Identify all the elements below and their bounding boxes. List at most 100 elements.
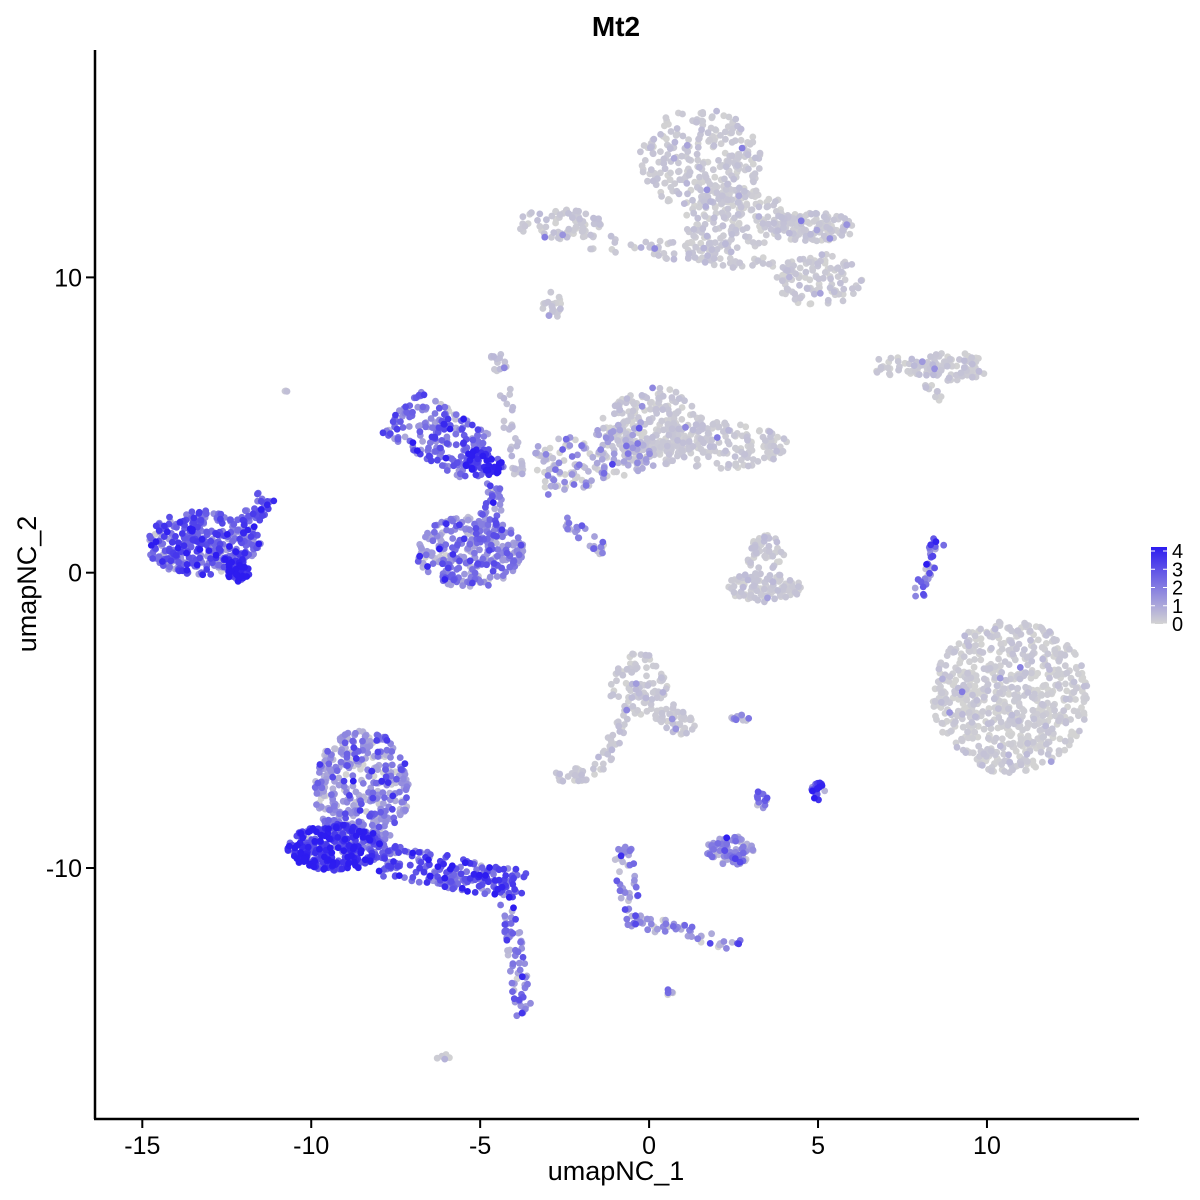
data-point-c18 <box>489 492 496 500</box>
data-point-c27 <box>1022 767 1029 774</box>
data-point-c20 <box>564 514 571 522</box>
data-point-c16 <box>448 455 456 463</box>
data-point-c6 <box>607 232 615 240</box>
data-point-c4 <box>784 259 792 267</box>
data-point-c36 <box>615 845 622 853</box>
data-point-c16 <box>452 430 460 438</box>
data-point-c27 <box>1039 712 1047 719</box>
data-point-c16 <box>443 440 451 447</box>
data-point-c21 <box>207 571 215 578</box>
data-point-c39 <box>337 758 345 766</box>
data-point-c13 <box>693 455 701 463</box>
data-point-c39 <box>326 806 333 814</box>
data-point-c19 <box>466 540 474 548</box>
data-point-c16 <box>427 415 435 422</box>
data-point-c12 <box>664 420 672 428</box>
data-point-c2 <box>760 239 768 247</box>
data-point-c19 <box>493 533 500 540</box>
data-point-c13 <box>717 464 725 472</box>
data-point-c1 <box>703 186 711 194</box>
data-point-c4 <box>827 275 834 283</box>
data-point-c5 <box>572 223 580 231</box>
data-point-c41 <box>381 855 388 862</box>
data-point-c13 <box>761 437 769 444</box>
data-point-c16 <box>422 423 429 431</box>
data-point-c27 <box>1000 685 1008 693</box>
data-point-c21 <box>167 557 175 565</box>
data-point-c36 <box>624 921 632 929</box>
data-point-c28 <box>607 680 615 688</box>
data-point-c21 <box>223 531 231 538</box>
data-point-c1 <box>680 200 688 208</box>
data-point-c40 <box>376 840 383 848</box>
data-point-c12 <box>599 414 607 422</box>
data-point-c7 <box>729 264 737 271</box>
data-point-c2 <box>755 239 763 247</box>
data-point-c27 <box>971 728 979 736</box>
data-point-c24 <box>760 585 768 593</box>
data-point-c27 <box>1078 662 1085 670</box>
data-point-c13 <box>678 446 686 454</box>
data-point-c8 <box>544 298 552 306</box>
data-point-c39 <box>341 739 349 747</box>
data-point-c5 <box>565 210 572 217</box>
data-point-c4 <box>824 296 832 304</box>
data-point-c21 <box>152 538 160 546</box>
data-point-c13 <box>766 428 774 435</box>
data-point-c26 <box>929 552 937 560</box>
data-point-c39 <box>403 794 410 802</box>
data-point-c41 <box>415 849 423 856</box>
data-point-c22 <box>240 521 248 529</box>
data-point-c13 <box>643 435 651 442</box>
data-point-c17 <box>474 455 481 463</box>
data-point-c19 <box>442 520 450 528</box>
data-point-c34 <box>714 840 722 847</box>
data-point-c39 <box>324 747 331 755</box>
data-point-c41 <box>391 843 399 851</box>
data-point-c2 <box>755 203 763 211</box>
data-point-c37 <box>735 940 743 948</box>
data-point-c21 <box>174 544 182 552</box>
data-point-c19 <box>479 555 487 563</box>
data-point-c1 <box>662 114 670 121</box>
data-point-c37 <box>708 930 715 938</box>
data-point-c40 <box>304 843 312 851</box>
data-point-c27 <box>1023 750 1031 758</box>
data-point-c14 <box>610 450 618 458</box>
data-point-c1 <box>728 152 736 160</box>
data-point-c26 <box>931 564 938 572</box>
data-point-c40 <box>369 830 377 837</box>
data-point-c27 <box>1080 716 1088 723</box>
data-point-c25 <box>752 549 760 557</box>
data-point-c3 <box>813 237 821 245</box>
data-point-c28 <box>642 651 650 659</box>
data-point-c16 <box>429 424 436 431</box>
data-point-c28 <box>623 665 631 673</box>
data-point-c16 <box>457 453 465 460</box>
data-point-c2 <box>764 213 772 221</box>
data-point-c27 <box>972 642 979 649</box>
data-point-c27 <box>1083 694 1090 702</box>
data-point-c21 <box>196 546 204 553</box>
data-point-c39 <box>337 749 345 756</box>
data-point-c42 <box>518 1009 526 1017</box>
data-point-c39 <box>333 767 341 775</box>
data-point-c16 <box>405 423 413 430</box>
data-point-c41 <box>434 863 442 870</box>
data-point-c27 <box>1062 695 1070 703</box>
data-point-c5 <box>543 216 550 224</box>
data-point-c17 <box>462 461 470 469</box>
data-point-c41 <box>461 859 469 867</box>
data-point-c27 <box>997 718 1005 726</box>
data-point-c2 <box>762 231 770 239</box>
data-point-c39 <box>369 794 377 802</box>
data-point-c17 <box>468 452 476 460</box>
data-point-c10 <box>968 373 976 381</box>
data-point-c11 <box>937 393 945 400</box>
data-point-c39 <box>391 819 398 827</box>
data-point-c1 <box>666 145 674 153</box>
data-point-c27 <box>1051 637 1058 645</box>
data-point-c12 <box>689 426 697 434</box>
data-point-c40 <box>359 833 367 841</box>
